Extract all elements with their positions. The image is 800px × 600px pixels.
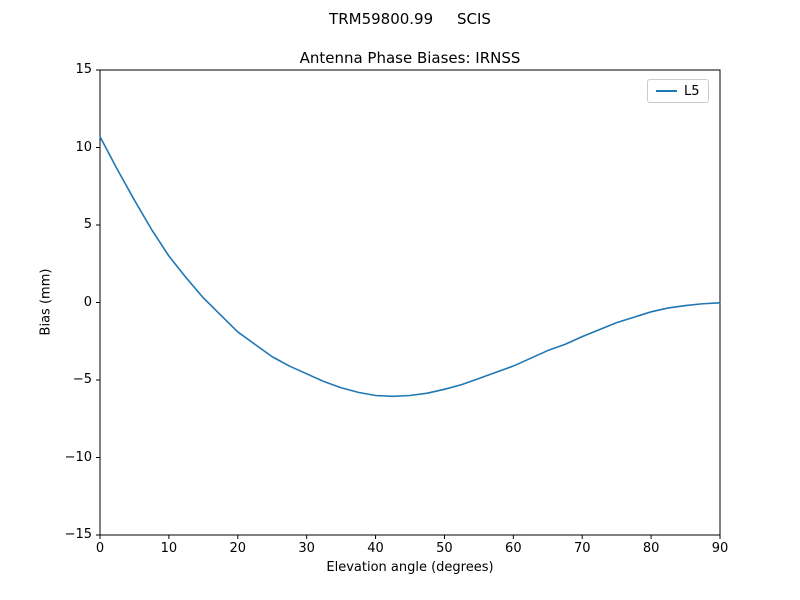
legend-label: L5 <box>684 83 700 99</box>
y-tick-label: 0 <box>83 294 92 310</box>
x-tick-label: 50 <box>436 541 453 556</box>
x-tick-label: 70 <box>573 541 591 556</box>
x-tick-label: 0 <box>95 541 105 556</box>
x-tick-label: 90 <box>711 541 729 556</box>
y-tick-label: −5 <box>72 372 92 387</box>
figure-suptitle: TRM59800.99 SCIS <box>329 10 491 28</box>
x-tick-label: 10 <box>160 541 178 556</box>
x-tick-label: 20 <box>229 541 247 556</box>
y-tick-label: −15 <box>64 527 92 542</box>
legend-line-sample <box>656 90 677 92</box>
y-tick-label: 10 <box>75 139 92 155</box>
x-axis-label: Elevation angle (degrees) <box>326 560 494 575</box>
x-tick-label: 30 <box>298 541 315 556</box>
y-tick-label: −10 <box>64 449 92 465</box>
x-tick-label: 60 <box>505 541 522 556</box>
axes-title: Antenna Phase Biases: IRNSS <box>299 49 521 67</box>
legend: L5 <box>647 79 709 103</box>
y-tick-label: 15 <box>75 62 92 77</box>
axes-spines <box>99 69 721 536</box>
y-tick-label: 5 <box>83 217 92 232</box>
series-line-L5 <box>99 135 721 398</box>
x-tick-label: 40 <box>367 541 384 556</box>
x-tick-label: 80 <box>642 541 660 556</box>
